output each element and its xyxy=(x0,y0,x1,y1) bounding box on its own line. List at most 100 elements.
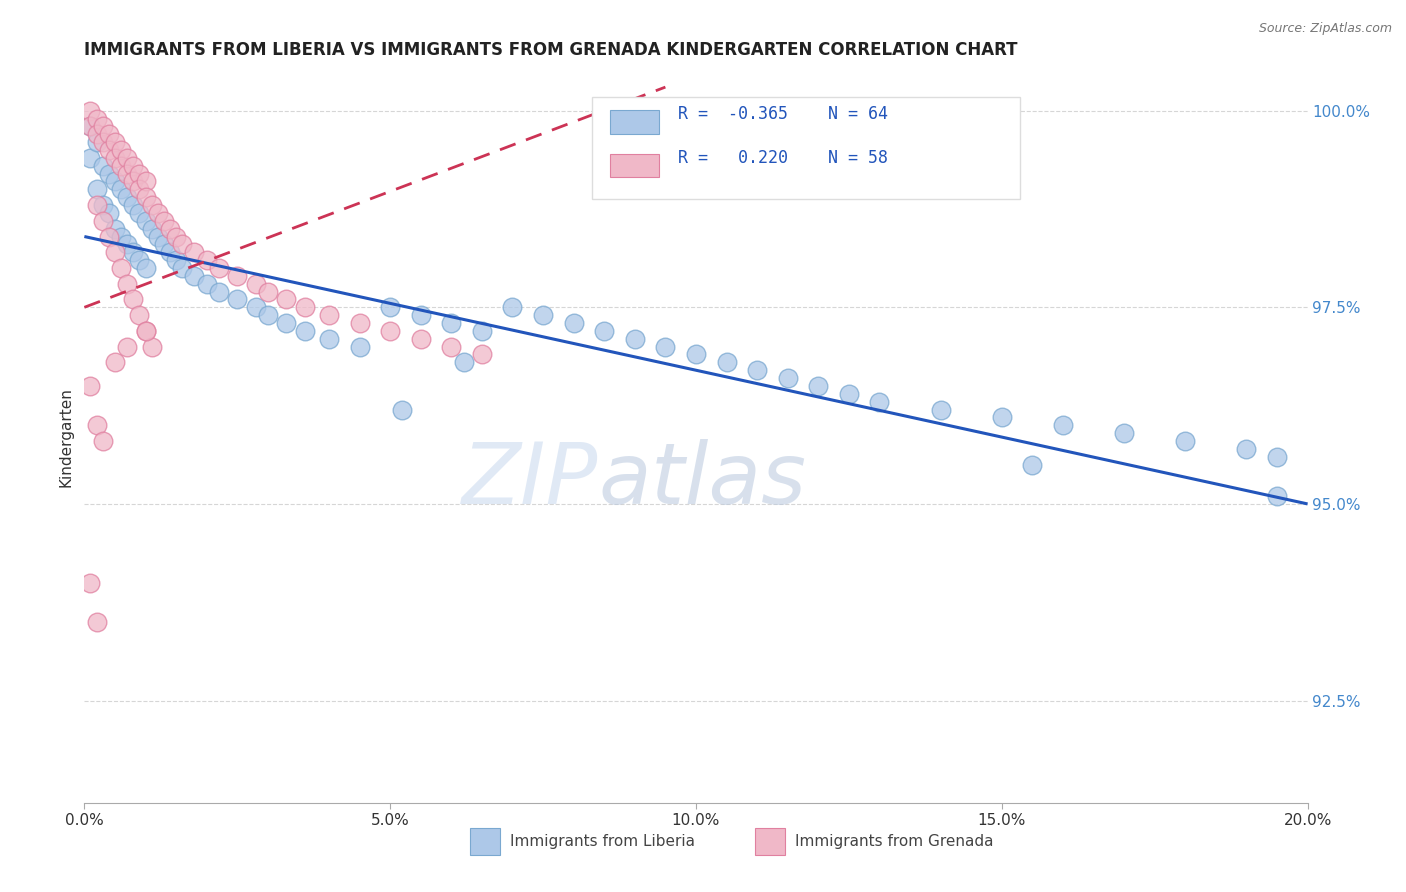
Point xyxy=(1265,489,1288,503)
Point xyxy=(122,198,145,212)
Point xyxy=(146,229,169,244)
Point xyxy=(838,387,860,401)
Point xyxy=(165,229,187,244)
Point xyxy=(716,355,738,369)
Point xyxy=(391,402,413,417)
Point xyxy=(654,340,676,354)
Point xyxy=(294,324,316,338)
Point xyxy=(349,340,371,354)
Point xyxy=(115,190,138,204)
Point xyxy=(257,285,280,299)
Y-axis label: Kindergarten: Kindergarten xyxy=(58,387,73,487)
Point xyxy=(349,316,371,330)
Point xyxy=(104,151,127,165)
Point xyxy=(91,159,114,173)
Point xyxy=(86,418,108,433)
Point xyxy=(135,260,157,275)
Point xyxy=(104,174,127,188)
Point xyxy=(91,198,114,212)
Point xyxy=(79,379,101,393)
Point xyxy=(110,229,132,244)
Point xyxy=(276,316,298,330)
Point xyxy=(104,221,127,235)
Point xyxy=(183,268,205,283)
Point xyxy=(747,363,769,377)
Point xyxy=(159,245,181,260)
Point xyxy=(135,324,157,338)
Point xyxy=(159,221,181,235)
Point xyxy=(146,206,169,220)
Point xyxy=(471,347,494,361)
Point xyxy=(91,214,114,228)
Point xyxy=(128,182,150,196)
Bar xyxy=(610,154,659,178)
Point xyxy=(165,253,187,268)
Point xyxy=(276,293,298,307)
Point xyxy=(86,112,108,126)
Point xyxy=(97,229,120,244)
Point xyxy=(776,371,799,385)
Point xyxy=(153,214,176,228)
Point xyxy=(380,301,402,315)
Point xyxy=(110,260,132,275)
Point xyxy=(245,301,267,315)
Point xyxy=(245,277,267,291)
Point xyxy=(1174,434,1197,448)
Text: Source: ZipAtlas.com: Source: ZipAtlas.com xyxy=(1258,22,1392,36)
Point xyxy=(1236,442,1258,456)
Point xyxy=(115,340,138,354)
Point xyxy=(115,277,138,291)
Point xyxy=(1265,450,1288,464)
Point xyxy=(122,293,145,307)
Point xyxy=(97,143,120,157)
Point xyxy=(110,159,132,173)
Point xyxy=(79,120,101,134)
Point xyxy=(128,308,150,322)
FancyBboxPatch shape xyxy=(592,97,1021,200)
Point xyxy=(195,253,218,268)
Point xyxy=(685,347,707,361)
Point xyxy=(91,434,114,448)
Point xyxy=(135,214,157,228)
Point xyxy=(1021,458,1043,472)
Point xyxy=(115,151,138,165)
Text: R =   0.220    N = 58: R = 0.220 N = 58 xyxy=(678,149,887,167)
Point xyxy=(869,394,891,409)
Point xyxy=(135,324,157,338)
Point xyxy=(104,355,127,369)
Point xyxy=(440,340,463,354)
Text: IMMIGRANTS FROM LIBERIA VS IMMIGRANTS FROM GRENADA KINDERGARTEN CORRELATION CHAR: IMMIGRANTS FROM LIBERIA VS IMMIGRANTS FR… xyxy=(84,41,1018,59)
Point xyxy=(86,182,108,196)
Point xyxy=(471,324,494,338)
Point xyxy=(153,237,176,252)
Point xyxy=(195,277,218,291)
Point xyxy=(91,120,114,134)
Bar xyxy=(755,828,786,855)
Point xyxy=(183,245,205,260)
Text: Immigrants from Grenada: Immigrants from Grenada xyxy=(794,834,994,849)
Point xyxy=(97,128,120,142)
Point xyxy=(593,324,616,338)
Point xyxy=(79,151,101,165)
Point xyxy=(128,253,150,268)
Point xyxy=(86,198,108,212)
Point xyxy=(409,332,432,346)
Point xyxy=(257,308,280,322)
Point xyxy=(141,340,163,354)
Point xyxy=(97,167,120,181)
Point xyxy=(91,135,114,149)
Point xyxy=(380,324,402,338)
Point xyxy=(135,190,157,204)
Point xyxy=(128,206,150,220)
Point xyxy=(79,575,101,590)
Point xyxy=(104,135,127,149)
Point xyxy=(97,206,120,220)
Point xyxy=(991,410,1014,425)
Point xyxy=(807,379,830,393)
Text: R =  -0.365    N = 64: R = -0.365 N = 64 xyxy=(678,104,887,123)
Point xyxy=(294,301,316,315)
Point xyxy=(226,268,249,283)
Point xyxy=(208,260,231,275)
Point xyxy=(318,308,340,322)
Point xyxy=(1114,426,1136,441)
